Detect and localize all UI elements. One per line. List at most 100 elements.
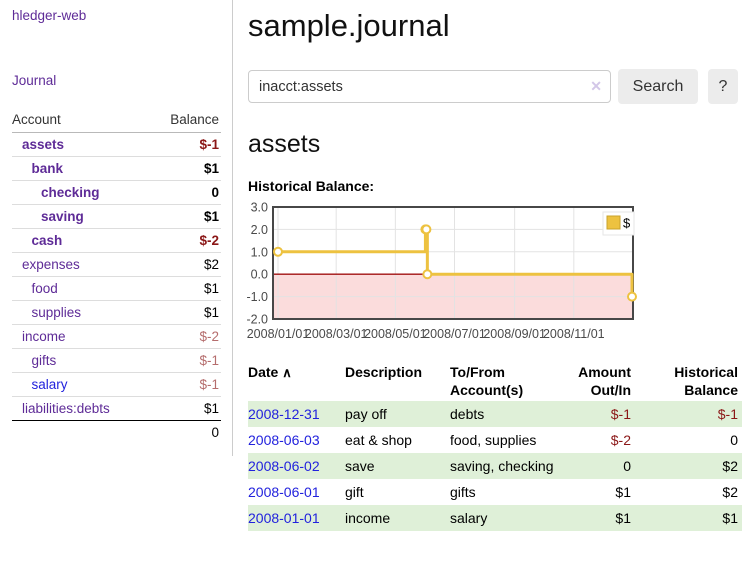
transaction-accounts: saving, checking xyxy=(450,458,554,474)
accounts-total-value: 0 xyxy=(150,420,221,444)
account-row: cash $-2 xyxy=(12,228,221,253)
app-brand-link[interactable]: hledger-web xyxy=(12,8,87,23)
transaction-description: save xyxy=(345,458,375,474)
transaction-accounts: debts xyxy=(450,406,485,422)
account-link[interactable]: food xyxy=(31,281,58,296)
transaction-row: 2008-12-31 pay off debts $-1 $-1 xyxy=(248,401,742,427)
account-row: expenses $2 xyxy=(12,252,221,277)
search-button[interactable]: Search xyxy=(618,69,698,104)
account-link[interactable]: gifts xyxy=(31,353,57,368)
transactions-header-row: Date ∧ Description To/From Account(s) Am… xyxy=(248,361,742,401)
account-balance: $1 xyxy=(203,209,219,224)
transaction-balance: $1 xyxy=(722,510,738,526)
sort-by-date-link[interactable]: Date ∧ xyxy=(248,364,292,380)
svg-text:2008/09/01: 2008/09/01 xyxy=(483,327,546,341)
svg-text:2.0: 2.0 xyxy=(251,223,268,237)
account-balance: $-1 xyxy=(199,377,219,392)
help-button[interactable]: ? xyxy=(708,69,738,104)
accounts-table: Account Balance assets $-1 bank $1 check… xyxy=(12,109,221,444)
account-row: liabilities:debts $1 xyxy=(12,396,221,421)
account-link[interactable]: expenses xyxy=(22,257,80,272)
svg-text:2008/05/01: 2008/05/01 xyxy=(364,327,427,341)
account-balance: $-2 xyxy=(199,329,219,344)
transaction-row: 2008-06-03 eat & shop food, supplies $-2… xyxy=(248,427,742,453)
account-balance: $1 xyxy=(203,281,219,296)
svg-text:2008/11/01: 2008/11/01 xyxy=(543,327,605,341)
transaction-amount: $-1 xyxy=(610,406,631,422)
account-row: food $1 xyxy=(12,276,221,301)
account-balance: $1 xyxy=(203,161,219,176)
account-link[interactable]: liabilities:debts xyxy=(22,401,110,416)
account-link[interactable]: saving xyxy=(41,209,84,224)
transaction-accounts: food, supplies xyxy=(450,432,537,448)
transaction-accounts: salary xyxy=(450,510,488,526)
account-balance: $1 xyxy=(203,401,219,416)
transaction-date-link[interactable]: 2008-12-31 xyxy=(248,406,320,422)
transactions-header-description: Description xyxy=(345,364,423,380)
svg-text:-1.0: -1.0 xyxy=(246,290,268,304)
transaction-date-link[interactable]: 2008-06-01 xyxy=(248,484,320,500)
transactions-header-date: Date ∧ xyxy=(248,361,345,401)
account-link[interactable]: supplies xyxy=(31,305,82,320)
svg-text:0.0: 0.0 xyxy=(251,268,268,282)
account-row: salary $-1 xyxy=(12,372,221,397)
accounts-header-balance: Balance xyxy=(150,109,221,133)
svg-text:2008/07/01: 2008/07/01 xyxy=(423,327,486,341)
transactions-header-amount: Amount Out/In xyxy=(578,364,631,398)
transaction-description: eat & shop xyxy=(345,432,412,448)
historical-balance-chart: $3.0 2.0 1.0 0.0 -1.0 -2.02008/01/012008/03/0… xyxy=(246,201,637,341)
account-row: saving $1 xyxy=(12,204,221,229)
transaction-balance: $-1 xyxy=(717,406,738,422)
chart-heading: Historical Balance: xyxy=(248,178,375,194)
svg-text:2008/01/01: 2008/01/01 xyxy=(247,327,310,341)
account-row: income $-2 xyxy=(12,324,221,349)
svg-text:3.0: 3.0 xyxy=(251,201,268,215)
accounts-body: assets $-1 bank $1 checking 0 saving $1 xyxy=(12,133,221,444)
account-link[interactable]: cash xyxy=(31,233,63,248)
svg-text:1.0: 1.0 xyxy=(251,245,268,259)
transaction-balance: $2 xyxy=(722,458,738,474)
account-row: gifts $-1 xyxy=(12,348,221,373)
transaction-amount: $-2 xyxy=(610,432,631,448)
sidebar-item-journal[interactable]: Journal xyxy=(12,73,57,88)
transaction-date-link[interactable]: 2008-06-03 xyxy=(248,432,320,448)
account-row: supplies $1 xyxy=(12,300,221,325)
account-balance: $-1 xyxy=(199,137,219,152)
transaction-amount: 0 xyxy=(623,458,631,474)
svg-text:-2.0: -2.0 xyxy=(246,313,268,327)
transactions-body: 2008-12-31 pay off debts $-1 $-1 2008-06… xyxy=(248,401,742,531)
search-box: ✕ xyxy=(248,70,611,103)
transaction-description: gift xyxy=(345,484,364,500)
account-link[interactable]: checking xyxy=(41,185,100,200)
transaction-date-link[interactable]: 2008-01-01 xyxy=(248,510,320,526)
transactions-table: Date ∧ Description To/From Account(s) Am… xyxy=(248,361,742,531)
sidebar-divider xyxy=(232,0,233,456)
transaction-date-link[interactable]: 2008-06-02 xyxy=(248,458,320,474)
account-balance: $-2 xyxy=(199,233,219,248)
transaction-balance: $2 xyxy=(722,484,738,500)
accounts-header-row: Account Balance xyxy=(12,109,221,133)
transaction-row: 2008-06-02 save saving, checking 0 $2 xyxy=(248,453,742,479)
transactions-header-balance: Historical Balance xyxy=(674,364,738,398)
account-row: assets $-1 xyxy=(12,133,221,157)
account-link[interactable]: salary xyxy=(31,377,68,392)
accounts-header-account: Account xyxy=(12,109,150,133)
account-row: checking 0 xyxy=(12,180,221,205)
transaction-description: income xyxy=(345,510,391,526)
svg-text:$: $ xyxy=(623,216,631,231)
search-input[interactable] xyxy=(248,70,611,103)
clear-search-icon[interactable]: ✕ xyxy=(590,78,602,94)
svg-text:2008/03/01: 2008/03/01 xyxy=(305,327,368,341)
transaction-amount: $1 xyxy=(615,484,631,500)
transaction-row: 2008-06-01 gift gifts $1 $2 xyxy=(248,479,742,505)
page-title: sample.journal xyxy=(248,8,450,43)
transaction-row: 2008-01-01 income salary $1 $1 xyxy=(248,505,742,531)
account-link[interactable]: bank xyxy=(31,161,64,176)
account-link[interactable]: assets xyxy=(22,137,65,152)
transaction-accounts: gifts xyxy=(450,484,476,500)
account-link[interactable]: income xyxy=(22,329,66,344)
account-balance: 0 xyxy=(211,185,219,200)
main-content: sample.journal ✕ Search ? assets Histori… xyxy=(246,0,742,531)
accounts-total-row: 0 xyxy=(12,420,221,444)
account-row: bank $1 xyxy=(12,156,221,181)
